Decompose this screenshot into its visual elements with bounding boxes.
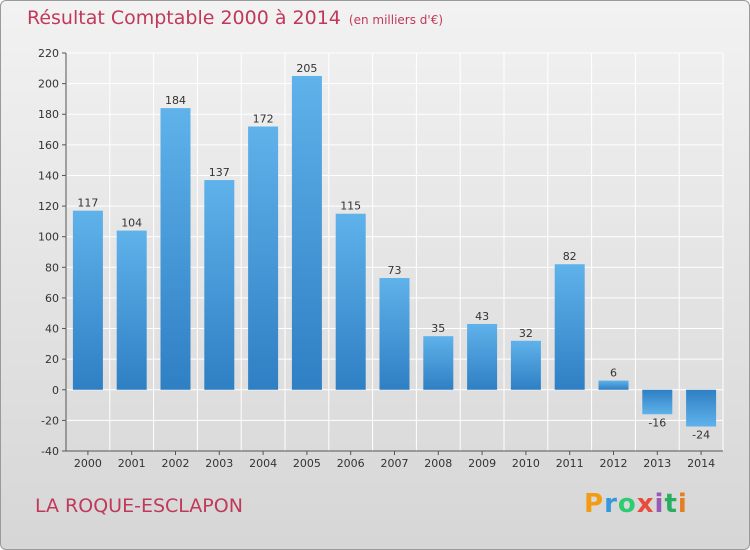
y-tick-label: 100: [38, 231, 59, 244]
logo-letter: x: [636, 489, 655, 519]
bar-2012: [598, 380, 629, 390]
logo-letter: i: [677, 489, 688, 519]
value-label-2000: 117: [77, 197, 98, 210]
value-label-2002: 184: [165, 94, 186, 107]
bar-2005: [291, 75, 322, 390]
bar-2004: [248, 126, 279, 390]
chart-title-unit: (en milliers d'€): [348, 13, 444, 27]
y-tick-label: 200: [38, 78, 59, 91]
bar-2001: [116, 230, 147, 390]
x-tick-label-2014: 2014: [687, 457, 715, 470]
chart-title-main: Résultat Comptable 2000 à 2014: [27, 7, 341, 29]
bar-2009: [467, 323, 498, 390]
value-label-2003: 137: [209, 166, 230, 179]
x-tick-label-2001: 2001: [118, 457, 146, 470]
value-label-2013: -16: [648, 416, 666, 429]
x-tick-label-2013: 2013: [643, 457, 671, 470]
x-tick-label-2012: 2012: [600, 457, 628, 470]
x-tick-label-2009: 2009: [468, 457, 496, 470]
y-tick-label: -20: [41, 414, 59, 427]
axes: [62, 52, 723, 455]
bar-2014: [686, 389, 717, 427]
logo-letter: P: [584, 489, 605, 519]
value-label-2005: 205: [296, 62, 317, 75]
bar-2010: [510, 340, 541, 390]
value-label-2006: 115: [340, 200, 361, 213]
x-tick-label-2008: 2008: [424, 457, 452, 470]
y-tick-label: 220: [38, 47, 59, 60]
bar-2013: [642, 389, 673, 415]
value-label-2011: 82: [563, 250, 577, 263]
commune-name: LA ROQUE-ESCLAPON: [35, 495, 243, 517]
y-tick-label: 20: [45, 353, 59, 366]
x-tick-label-2004: 2004: [249, 457, 277, 470]
logo-letter: i: [654, 489, 665, 519]
chart-title: Résultat Comptable 2000 à 2014 (en millie…: [27, 7, 443, 29]
y-tick-label: -40: [41, 445, 59, 458]
y-tick-label: 0: [52, 384, 59, 397]
x-tick-label-2003: 2003: [205, 457, 233, 470]
value-label-2004: 172: [253, 112, 274, 125]
y-tick-label: 180: [38, 108, 59, 121]
value-label-2008: 35: [431, 322, 445, 335]
labels: -40 -20 0 20 40 60 80 100 120 140 160 180 200 220 117 2…: [38, 47, 715, 470]
x-tick-label-2005: 2005: [293, 457, 321, 470]
value-label-2001: 104: [121, 217, 142, 230]
bar-2003: [204, 180, 235, 390]
bar-2006: [335, 213, 366, 390]
x-tick-label-2010: 2010: [512, 457, 540, 470]
x-tick-label-2002: 2002: [162, 457, 190, 470]
y-tick-label: 60: [45, 292, 59, 305]
value-label-2009: 43: [475, 310, 489, 323]
bar-2002: [160, 108, 191, 390]
x-tick-label-2000: 2000: [74, 457, 102, 470]
bar-2011: [554, 264, 585, 390]
logo-letter: t: [664, 489, 678, 519]
x-tick-label-2011: 2011: [556, 457, 584, 470]
y-tick-label: 140: [38, 169, 59, 182]
y-tick-label: 40: [45, 323, 59, 336]
y-tick-label: 120: [38, 200, 59, 213]
x-tick-label-2006: 2006: [337, 457, 365, 470]
bar-2007: [379, 278, 410, 390]
y-tick-label: 160: [38, 139, 59, 152]
value-label-2010: 32: [519, 327, 533, 340]
bars: [72, 75, 717, 427]
logo-letter: o: [617, 489, 637, 519]
value-label-2014: -24: [692, 429, 710, 442]
bar-2000: [72, 210, 103, 390]
y-tick-label: 80: [45, 261, 59, 274]
logo-letter: r: [604, 489, 618, 519]
value-label-2007: 73: [388, 264, 402, 277]
x-tick-label-2007: 2007: [381, 457, 409, 470]
value-label-2012: 6: [610, 367, 617, 380]
proxiti-logo: Proxiti: [584, 489, 688, 519]
bar-2008: [423, 336, 454, 390]
